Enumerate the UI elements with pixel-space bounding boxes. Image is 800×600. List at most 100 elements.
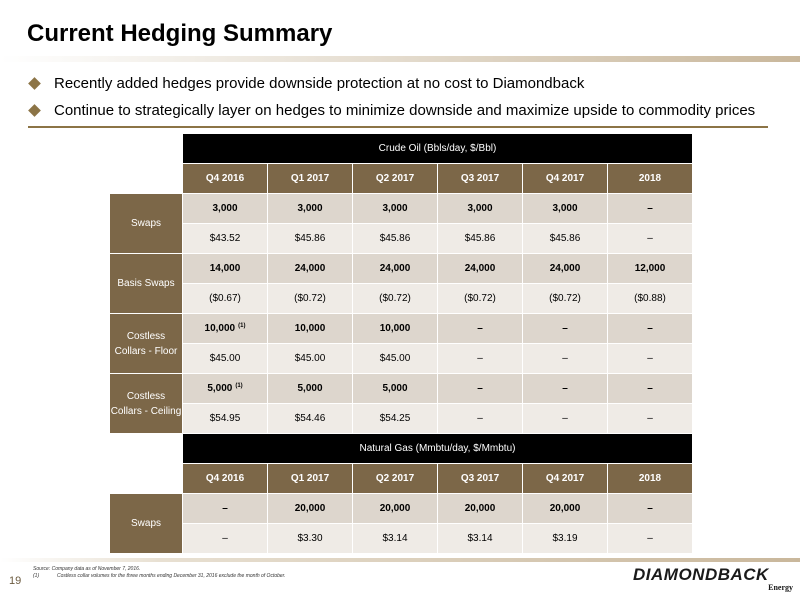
- row-label: Costless Collars - Ceiling: [110, 374, 182, 433]
- table-cell: 20,000: [523, 494, 607, 523]
- row-label: Swaps: [110, 494, 182, 553]
- source-note: Source: Company data as of November 7, 2…: [33, 566, 141, 572]
- column-header: Q3 2017: [438, 164, 522, 193]
- table-cell: –: [438, 314, 522, 343]
- table-cell: 5,000: [353, 374, 437, 403]
- table-cell: ($0.72): [353, 284, 437, 313]
- table-cell: –: [438, 374, 522, 403]
- title-underline: [0, 56, 800, 62]
- table-cell: $45.86: [353, 224, 437, 253]
- table-cell: ($0.72): [268, 284, 352, 313]
- table-row: Swaps 3,000 3,000 3,000 3,000 3,000 –: [110, 194, 692, 253]
- table-cell: –: [608, 374, 692, 403]
- table-cell: 10,000: [353, 314, 437, 343]
- table-row: Basis Swaps 14,000 24,000 24,000 24,000 …: [110, 254, 692, 313]
- table-cell: 24,000: [523, 254, 607, 283]
- table-row: $54.95 $54.46 $54.25 – – –: [110, 404, 692, 433]
- table-cell: –: [608, 524, 692, 553]
- row-label: Costless Collars - Floor: [110, 314, 182, 373]
- table-cell: $3.14: [353, 524, 437, 553]
- table-cell: $45.00: [268, 344, 352, 373]
- table-cell: $54.46: [268, 404, 352, 433]
- table-cell: $45.86: [268, 224, 352, 253]
- cell-value: 5,000: [207, 383, 233, 394]
- table-cell: –: [608, 194, 692, 223]
- column-header: Q4 2016: [183, 164, 267, 193]
- table-cell: $54.95: [183, 404, 267, 433]
- table-cell: –: [608, 224, 692, 253]
- table-cell: ($0.88): [608, 284, 692, 313]
- table-cell: $45.86: [523, 224, 607, 253]
- table-cell: 24,000: [268, 254, 352, 283]
- bullet-text: Continue to strategically layer on hedge…: [54, 102, 756, 119]
- crude-oil-table: Crude Oil (Bbls/day, $/Bbl) Q4 2016 Q1 2…: [109, 133, 693, 434]
- crude-oil-table-title: Crude Oil (Bbls/day, $/Bbl): [183, 134, 692, 163]
- footnote-number: (1): [33, 573, 40, 579]
- footnote-marker: (1): [235, 383, 243, 389]
- bullet-text: Recently added hedges provide downside p…: [54, 75, 585, 92]
- diamond-bullet-icon: [28, 104, 41, 117]
- table-cell: 20,000: [438, 494, 522, 523]
- table-cell: ($0.72): [523, 284, 607, 313]
- page-title: Current Hedging Summary: [27, 20, 333, 47]
- table-cell: 3,000: [268, 194, 352, 223]
- table-cell: $3.30: [268, 524, 352, 553]
- table-cell: –: [438, 404, 522, 433]
- table-cell: –: [183, 494, 267, 523]
- diamond-bullet-icon: [28, 77, 41, 90]
- table-cell: –: [183, 524, 267, 553]
- column-header: Q1 2017: [268, 464, 352, 493]
- column-header: 2018: [608, 164, 692, 193]
- table-row: – $3.30 $3.14 $3.14 $3.19 –: [110, 524, 692, 553]
- table-cell: 10,000: [268, 314, 352, 343]
- footnotes: Source: Company data as of November 7, 2…: [33, 566, 286, 580]
- logo-wordmark: DIAMONDBACK: [633, 565, 769, 584]
- table-cell: ($0.67): [183, 284, 267, 313]
- footnote-marker: (1): [238, 323, 246, 329]
- table-cell: $3.19: [523, 524, 607, 553]
- column-header: 2018: [608, 464, 692, 493]
- table-cell: 5,000: [268, 374, 352, 403]
- table-cell: –: [438, 344, 522, 373]
- table-cell: –: [523, 374, 607, 403]
- table-row: Costless Collars - Floor 10,000 (1) 10,00…: [110, 314, 692, 373]
- table-cell: $54.25: [353, 404, 437, 433]
- table-cell: $45.00: [183, 344, 267, 373]
- table-cell: 5,000 (1): [183, 374, 267, 403]
- bullet-item: Recently added hedges provide downside p…: [28, 70, 788, 97]
- row-label: Swaps: [110, 194, 182, 253]
- table-row: $43.52 $45.86 $45.86 $45.86 $45.86 –: [110, 224, 692, 253]
- table-cell: –: [523, 314, 607, 343]
- row-label: Basis Swaps: [110, 254, 182, 313]
- divider: [28, 126, 768, 128]
- table-cell: ($0.72): [438, 284, 522, 313]
- table-cell: –: [523, 344, 607, 373]
- table-cell: 24,000: [438, 254, 522, 283]
- table-row: $45.00 $45.00 $45.00 – – –: [110, 344, 692, 373]
- table-cell: –: [608, 314, 692, 343]
- footer-bar: [0, 558, 800, 562]
- column-header: Q4 2017: [523, 464, 607, 493]
- table-cell: 3,000: [438, 194, 522, 223]
- table-cell: 3,000: [353, 194, 437, 223]
- column-header: Q2 2017: [353, 464, 437, 493]
- table-cell: –: [608, 404, 692, 433]
- footnote-text: Costless collar volumes for the three mo…: [57, 573, 286, 579]
- table-cell: $45.86: [438, 224, 522, 253]
- table-cell: –: [608, 494, 692, 523]
- table-cell: 20,000: [268, 494, 352, 523]
- table-cell: 24,000: [353, 254, 437, 283]
- table-cell: –: [608, 344, 692, 373]
- table-cell: 12,000: [608, 254, 692, 283]
- table-cell: 10,000 (1): [183, 314, 267, 343]
- page-number: 19: [9, 575, 22, 587]
- table-cell: –: [523, 404, 607, 433]
- logo-subtitle: Energy: [768, 583, 793, 592]
- column-header: Q4 2016: [183, 464, 267, 493]
- natural-gas-table: Natural Gas (Mmbtu/day, $/Mmbtu) Q4 2016…: [109, 433, 693, 554]
- table-cell: $3.14: [438, 524, 522, 553]
- table-cell: 3,000: [183, 194, 267, 223]
- bullet-list: Recently added hedges provide downside p…: [28, 70, 788, 124]
- table-row: Swaps – 20,000 20,000 20,000 20,000 –: [110, 494, 692, 553]
- column-header: Q4 2017: [523, 164, 607, 193]
